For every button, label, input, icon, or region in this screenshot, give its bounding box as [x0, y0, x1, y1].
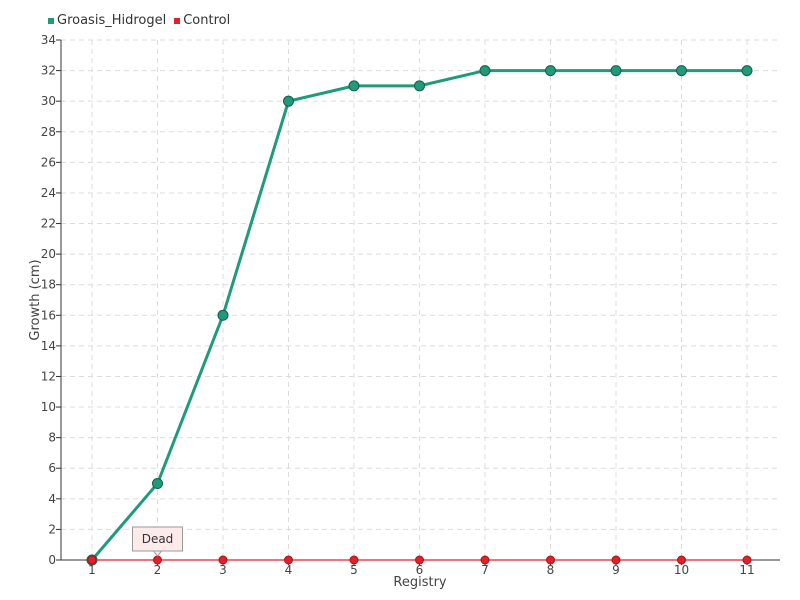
annotation-box [132, 526, 183, 552]
y-tick-label: 30 [41, 94, 56, 108]
annotation-label: Dead [142, 532, 174, 546]
legend-item-control[interactable]: Control [174, 13, 230, 28]
series-0 [86, 65, 753, 566]
y-tick-label: 2 [48, 522, 56, 536]
data-point [610, 65, 622, 77]
x-tick-label: 8 [547, 563, 555, 577]
y-tick-label: 20 [41, 247, 56, 261]
y-tick-label: 18 [41, 278, 56, 292]
x-axis-title: Registry [393, 575, 447, 590]
data-point [218, 555, 228, 565]
data-point [283, 95, 294, 107]
data-point [349, 555, 359, 565]
x-tick-label: 10 [674, 563, 689, 577]
grid-lines [61, 39, 780, 560]
y-tick-label: 16 [41, 308, 56, 322]
y-tick-label: 28 [41, 125, 56, 139]
data-point [217, 309, 229, 321]
legend-label-control: Control [183, 13, 231, 28]
data-point [545, 65, 556, 77]
data-point [741, 65, 753, 77]
x-tick-label: 9 [612, 563, 620, 577]
legend: Groasis_Hidrogel Control [48, 13, 230, 28]
data-point [479, 65, 491, 77]
data-point [677, 555, 686, 565]
data-point [284, 555, 293, 565]
y-axis-title: Growth (cm) [28, 259, 43, 340]
x-tick-label: 6 [416, 563, 424, 577]
data-point [414, 80, 425, 92]
annotation-pointer [152, 550, 163, 557]
legend-swatch-groasis [48, 17, 54, 24]
y-tick-label: 14 [41, 339, 56, 353]
y-tick-label: 8 [48, 431, 56, 445]
data-point [676, 65, 687, 77]
data-point [348, 80, 360, 92]
x-tick-label: 3 [219, 563, 227, 577]
x-tick-label: 11 [739, 563, 754, 577]
x-tick-label: 1 [88, 563, 96, 577]
data-point [152, 478, 163, 490]
data-point [742, 555, 752, 565]
data-point [546, 555, 555, 565]
y-tick-label: 24 [41, 186, 56, 200]
data-point [87, 555, 97, 565]
data-point [153, 555, 162, 565]
legend-label-groasis: Groasis_Hidrogel [57, 13, 167, 28]
x-tick-label: 7 [481, 563, 489, 577]
y-tick-label: 26 [41, 155, 56, 169]
x-tick-label: 4 [285, 563, 293, 577]
series-layer [86, 65, 753, 566]
y-tick-label: 6 [48, 461, 56, 475]
series-1 [87, 555, 752, 565]
annotation: Dead [132, 526, 183, 557]
y-tick-label: 34 [41, 33, 56, 47]
data-point [611, 555, 621, 565]
data-point [480, 555, 490, 565]
legend-item-groasis[interactable]: Groasis_Hidrogel [48, 13, 166, 28]
y-tick-label: 22 [41, 217, 56, 231]
y-tick-label: 32 [41, 64, 56, 78]
y-tick-label: 12 [41, 369, 56, 383]
data-point [415, 555, 424, 565]
y-tick-label: 4 [48, 492, 56, 506]
y-tick-label: 10 [41, 400, 56, 414]
legend-swatch-control [174, 17, 181, 24]
x-tick-label: 5 [350, 563, 358, 577]
axes [56, 39, 780, 565]
x-tick-label: 2 [154, 563, 162, 577]
x-tick-labels: 1 2 3 4 5 6 7 8 9 10 11 [88, 563, 754, 577]
y-tick-label: 0 [48, 553, 56, 567]
